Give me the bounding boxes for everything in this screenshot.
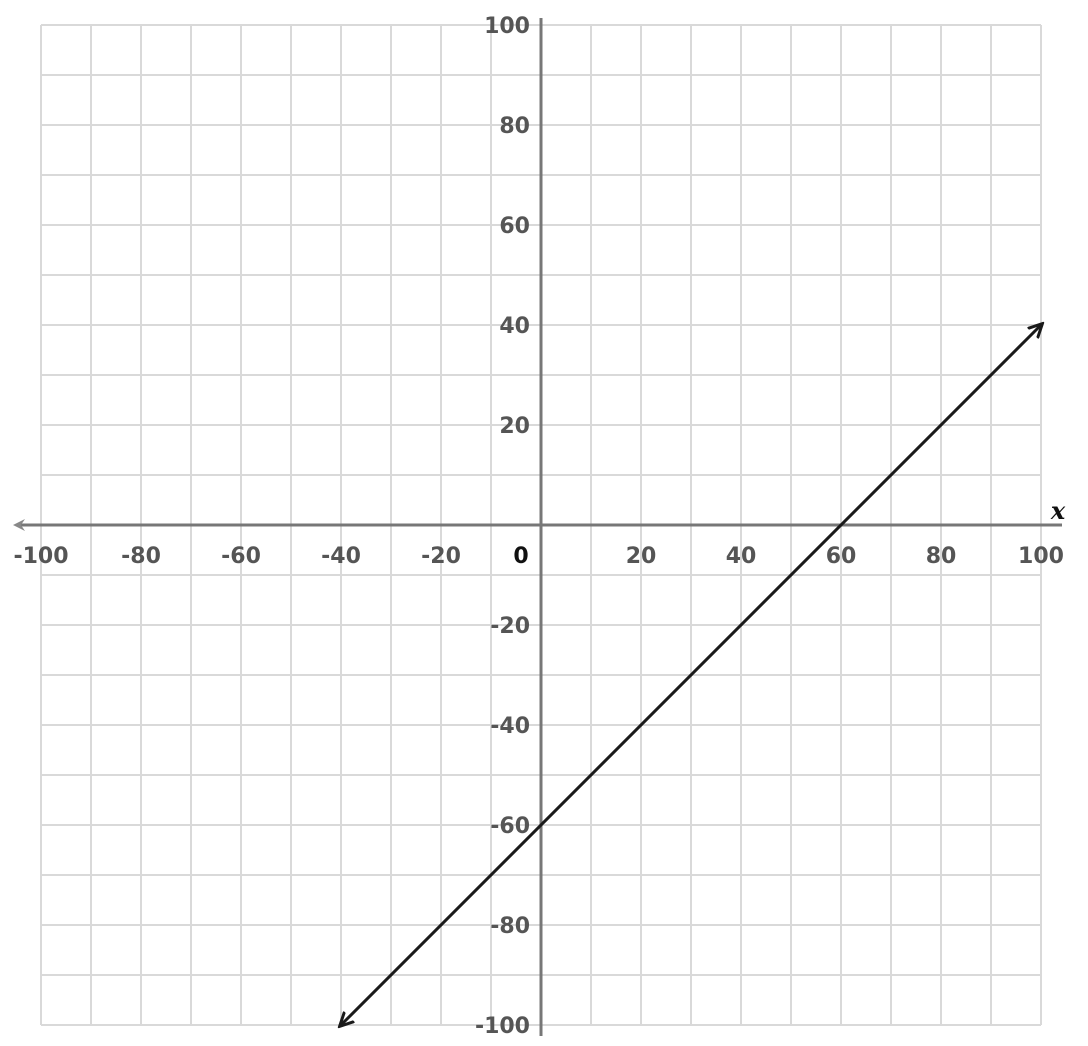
x-tick-label: 100 — [1018, 544, 1064, 569]
x-tick-label: 40 — [726, 544, 757, 569]
y-tick-label: 20 — [499, 414, 530, 439]
series-line — [341, 325, 1041, 1025]
x-axis-label: x — [1050, 496, 1066, 525]
series-group — [341, 325, 1041, 1025]
x-tick-label: -100 — [13, 544, 68, 569]
x-tick-label: 20 — [626, 544, 657, 569]
x-tick-label: -40 — [321, 544, 361, 569]
y-tick-label: 80 — [499, 114, 530, 139]
y-tick-label: -100 — [475, 1014, 530, 1039]
axes — [13, 18, 1062, 1036]
origin-label: 0 — [513, 544, 528, 569]
y-tick-label: 100 — [484, 14, 530, 39]
y-tick-label: -20 — [490, 614, 530, 639]
x-tick-labels: -100 -80 -60 -40 -20 20 40 60 80 100 — [13, 544, 1064, 569]
y-tick-label: 60 — [499, 214, 530, 239]
x-tick-label: -60 — [221, 544, 261, 569]
y-tick-label: -40 — [490, 714, 530, 739]
x-tick-label: 80 — [926, 544, 957, 569]
y-tick-label: 40 — [499, 314, 530, 339]
x-tick-label: 60 — [826, 544, 857, 569]
y-tick-label: -80 — [490, 914, 530, 939]
y-tick-label: -60 — [490, 814, 530, 839]
x-tick-label: -80 — [121, 544, 161, 569]
x-tick-label: -20 — [421, 544, 461, 569]
